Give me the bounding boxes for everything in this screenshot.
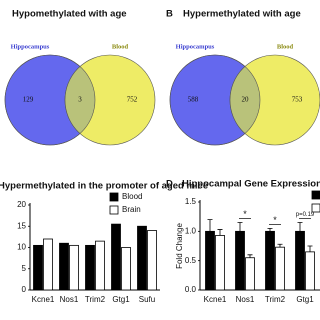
annotation: p=0.19: [296, 212, 315, 218]
bar: [121, 247, 131, 291]
venn-set-label: Hippocampus: [11, 43, 50, 50]
y-tick-label: 5: [22, 264, 27, 273]
bar: [137, 225, 147, 291]
venn-count: 129: [23, 96, 34, 104]
venn-count: 3: [78, 96, 82, 104]
error-bar: [267, 228, 273, 232]
y-tick-label: 20: [17, 200, 26, 209]
error-bar: [237, 222, 243, 232]
bar: [111, 223, 121, 291]
panel-label: D: [166, 179, 173, 190]
annotation: *: [243, 209, 247, 219]
venn-outline: [4, 54, 96, 146]
bar: [295, 230, 305, 291]
venn-count: 752: [127, 96, 138, 104]
x-tick-label: Nos1: [60, 295, 79, 304]
panel-label: B: [166, 9, 173, 20]
legend-swatch: [311, 203, 320, 213]
y-tick-label: 10: [17, 243, 26, 252]
chart-title: Hypermethylated in the promoter of aged …: [0, 181, 208, 192]
venn-count: 20: [242, 96, 250, 104]
chart-title: Hypomethylated with age: [12, 9, 127, 20]
y-tick-label: 0.0: [185, 285, 197, 294]
bar: [275, 246, 285, 291]
error-bar: [247, 254, 253, 258]
bar: [59, 242, 69, 291]
bar: [85, 244, 95, 291]
venn-set-label: Blood: [112, 43, 129, 50]
y-tick-label: 1.5: [185, 197, 197, 206]
x-tick-label: Trim2: [85, 295, 106, 304]
chart-title: Hypermethylated with age: [183, 9, 301, 20]
venn-count: 588: [188, 96, 199, 104]
venn-set-label: Blood: [277, 43, 294, 50]
y-axis-label: Fold Change: [175, 223, 184, 269]
venn-overlap: [229, 55, 260, 145]
error-bar: [277, 243, 283, 248]
legend-swatch: [109, 192, 119, 202]
bar: [69, 244, 79, 291]
bar: [95, 240, 105, 291]
x-tick-label: Sufu: [139, 295, 155, 304]
y-tick-label: 1.0: [185, 226, 197, 235]
legend-swatch: [311, 190, 320, 200]
y-tick-label: 0: [22, 285, 27, 294]
bar: [205, 230, 215, 291]
chart-title: Hippocampal Gene Expression: [182, 179, 320, 190]
venn-set-label: Hippocampus: [176, 43, 215, 50]
venn-count: 753: [292, 96, 303, 104]
legend-label: Blood: [122, 192, 142, 201]
bar: [43, 238, 53, 291]
x-tick-label: Trim2: [265, 295, 286, 304]
legend-swatch: [109, 205, 119, 215]
bar: [235, 230, 245, 291]
venn-outline: [169, 54, 261, 146]
bar: [33, 244, 43, 291]
annotation: *: [273, 215, 277, 225]
x-tick-label: Gtg1: [112, 295, 130, 304]
bar: [215, 235, 225, 291]
x-tick-label: Kcne1: [32, 295, 55, 304]
x-tick-label: Nos1: [236, 295, 255, 304]
bar: [245, 257, 255, 291]
error-bar: [297, 222, 303, 232]
x-tick-label: Kcne1: [204, 295, 227, 304]
error-bar: [307, 245, 313, 252]
error-bar: [217, 229, 223, 236]
x-tick-label: Gtg1: [296, 295, 314, 304]
legend-label: Brain: [122, 205, 141, 214]
bar: [147, 230, 157, 291]
venn-overlap: [64, 55, 95, 145]
error-bar: [207, 219, 213, 232]
y-tick-label: 15: [17, 221, 26, 230]
bar: [265, 230, 275, 291]
y-tick-label: 0.5: [185, 256, 197, 265]
bar: [305, 251, 315, 291]
